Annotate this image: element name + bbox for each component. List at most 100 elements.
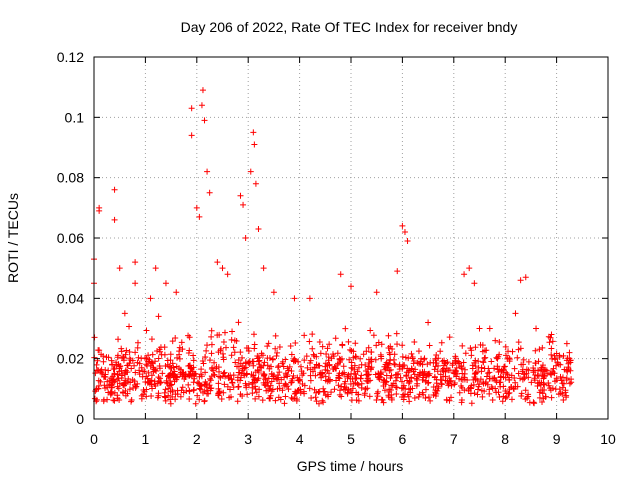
data-point xyxy=(177,393,184,400)
data-point xyxy=(149,351,156,358)
data-point xyxy=(97,368,104,375)
data-point xyxy=(517,277,524,284)
data-point xyxy=(208,327,215,334)
data-point xyxy=(411,395,418,402)
data-point xyxy=(149,385,156,392)
data-point xyxy=(494,355,501,362)
data-point xyxy=(164,380,171,387)
data-point xyxy=(270,373,277,380)
data-point xyxy=(237,374,244,381)
data-point xyxy=(348,389,355,396)
data-point xyxy=(95,377,102,384)
data-point xyxy=(466,265,473,272)
data-point xyxy=(243,345,250,352)
data-point xyxy=(442,360,449,367)
data-point xyxy=(259,397,266,404)
data-point xyxy=(100,358,107,365)
data-point xyxy=(185,332,192,339)
data-point xyxy=(373,396,380,403)
data-point xyxy=(176,355,183,362)
data-point xyxy=(482,354,489,361)
data-point xyxy=(215,380,222,387)
data-point xyxy=(471,280,478,287)
x-tick-label: 3 xyxy=(244,431,252,447)
data-point xyxy=(225,372,232,379)
data-point xyxy=(411,371,418,378)
data-point xyxy=(350,380,357,387)
data-point xyxy=(535,358,542,365)
data-point xyxy=(148,377,155,384)
data-point xyxy=(185,381,192,388)
data-point xyxy=(148,372,155,379)
data-point xyxy=(567,367,574,374)
data-point xyxy=(307,366,314,373)
data-point xyxy=(492,337,499,344)
data-point xyxy=(129,376,136,383)
data-point xyxy=(367,327,374,334)
data-point xyxy=(425,372,432,379)
data-point xyxy=(237,192,244,199)
data-point xyxy=(231,337,238,344)
data-point xyxy=(149,360,156,367)
data-point xyxy=(539,362,546,369)
data-point xyxy=(399,353,406,360)
data-point xyxy=(474,391,481,398)
data-point xyxy=(220,338,227,345)
data-point xyxy=(202,379,209,386)
data-point xyxy=(235,383,242,390)
data-point xyxy=(291,295,298,302)
x-tick-label: 8 xyxy=(501,431,509,447)
data-point xyxy=(155,355,162,362)
data-points xyxy=(91,87,575,407)
data-point xyxy=(477,376,484,383)
data-point xyxy=(439,358,446,365)
data-point xyxy=(151,378,158,385)
data-point xyxy=(560,396,567,403)
data-point xyxy=(114,371,121,378)
data-point xyxy=(131,362,138,369)
data-point xyxy=(199,87,206,94)
data-point xyxy=(525,358,532,365)
data-point xyxy=(511,365,518,372)
data-point xyxy=(268,363,275,370)
data-point xyxy=(322,360,329,367)
data-point xyxy=(246,381,253,388)
data-point xyxy=(392,377,399,384)
data-point xyxy=(102,385,109,392)
data-point xyxy=(404,377,411,384)
data-point xyxy=(357,375,364,382)
data-point xyxy=(486,390,493,397)
data-point xyxy=(362,361,369,368)
data-point xyxy=(425,319,432,326)
data-point xyxy=(235,356,242,363)
data-point xyxy=(459,342,466,349)
data-point xyxy=(252,180,259,187)
data-point xyxy=(340,363,347,370)
data-point xyxy=(514,383,521,390)
data-point xyxy=(229,328,236,335)
data-point xyxy=(152,265,159,272)
data-point xyxy=(179,384,186,391)
data-point xyxy=(495,368,502,375)
data-point xyxy=(272,397,279,404)
data-point xyxy=(324,345,331,352)
data-point xyxy=(393,391,400,398)
data-point xyxy=(196,396,203,403)
data-point xyxy=(115,336,122,343)
data-point xyxy=(237,377,244,384)
data-point xyxy=(311,365,318,372)
data-point xyxy=(126,386,133,393)
x-tick-label: 0 xyxy=(90,431,98,447)
data-point xyxy=(559,384,566,391)
data-point xyxy=(279,387,286,394)
data-point xyxy=(164,357,171,364)
data-point xyxy=(93,396,100,403)
data-point xyxy=(478,364,485,371)
data-point xyxy=(196,213,203,220)
data-point xyxy=(331,364,338,371)
data-point xyxy=(244,391,251,398)
data-point xyxy=(468,382,475,389)
data-point xyxy=(540,380,547,387)
y-axis-label: ROTI / TECUs xyxy=(5,193,21,283)
data-point xyxy=(198,373,205,380)
